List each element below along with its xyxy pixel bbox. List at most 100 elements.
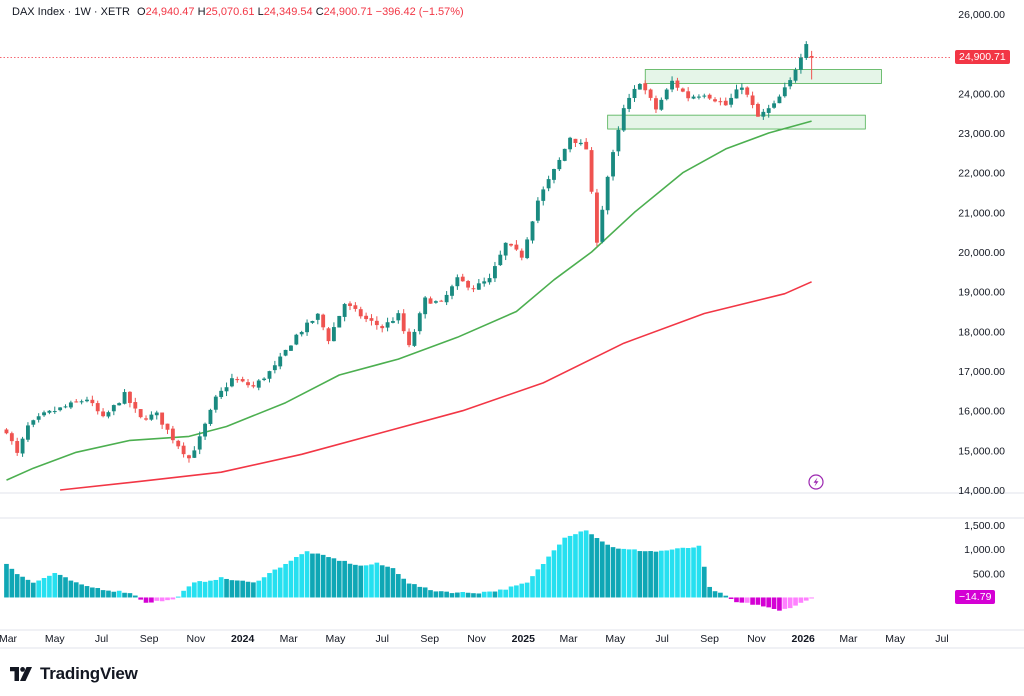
candle[interactable] — [455, 277, 460, 287]
support-resistance-zone[interactable] — [644, 69, 882, 84]
candle[interactable] — [240, 379, 245, 382]
candle[interactable] — [627, 97, 632, 109]
candle[interactable] — [718, 101, 723, 103]
candle[interactable] — [122, 392, 127, 404]
candle[interactable] — [777, 96, 782, 104]
candle[interactable] — [213, 396, 218, 410]
candle[interactable] — [348, 303, 352, 306]
candle[interactable] — [594, 192, 599, 243]
candle[interactable] — [192, 450, 197, 458]
candle[interactable] — [723, 100, 728, 106]
candle[interactable] — [745, 87, 750, 95]
candle[interactable] — [358, 309, 363, 317]
candle[interactable] — [503, 242, 508, 256]
short-moving-average-line[interactable] — [6, 120, 812, 481]
candle[interactable] — [224, 387, 229, 392]
candle[interactable] — [85, 399, 89, 402]
candle[interactable] — [47, 410, 52, 413]
candle[interactable] — [433, 301, 438, 303]
bolt-circle-icon[interactable] — [808, 474, 824, 490]
candle[interactable] — [283, 349, 288, 356]
candle[interactable] — [530, 221, 535, 241]
candle[interactable] — [170, 428, 175, 441]
candle[interactable] — [450, 286, 454, 296]
candle[interactable] — [616, 129, 621, 152]
candle[interactable] — [31, 420, 36, 425]
candle[interactable] — [482, 281, 487, 284]
candle[interactable] — [734, 89, 739, 99]
candle[interactable] — [262, 378, 267, 380]
candle[interactable] — [562, 148, 567, 161]
candle[interactable] — [26, 425, 30, 440]
candle[interactable] — [246, 382, 250, 386]
candle[interactable] — [509, 243, 513, 246]
candle[interactable] — [589, 150, 594, 192]
candle[interactable] — [310, 320, 315, 323]
candle[interactable] — [203, 423, 208, 437]
candle[interactable] — [713, 99, 717, 102]
candle[interactable] — [138, 409, 143, 418]
candle[interactable] — [353, 305, 358, 309]
candle[interactable] — [74, 401, 79, 403]
candle[interactable] — [498, 254, 503, 266]
candle[interactable] — [535, 200, 540, 221]
candle[interactable] — [79, 401, 84, 403]
candle[interactable] — [750, 95, 755, 106]
candle[interactable] — [659, 99, 664, 110]
candle[interactable] — [251, 385, 256, 387]
candle[interactable] — [600, 209, 605, 242]
candle[interactable] — [235, 379, 240, 381]
candle[interactable] — [621, 108, 626, 131]
candle[interactable] — [144, 418, 148, 420]
candle[interactable] — [680, 88, 685, 92]
candle[interactable] — [133, 402, 138, 409]
candle[interactable] — [519, 250, 524, 258]
candle[interactable] — [36, 416, 41, 420]
support-resistance-zone[interactable] — [607, 114, 866, 130]
candle[interactable] — [546, 179, 551, 189]
candle[interactable] — [331, 327, 336, 342]
candle[interactable] — [637, 83, 642, 90]
candle[interactable] — [648, 89, 653, 98]
oscillator-pane[interactable] — [4, 530, 814, 611]
candle[interactable] — [428, 298, 433, 304]
candle[interactable] — [396, 313, 401, 321]
candle[interactable] — [154, 412, 159, 416]
candle[interactable] — [219, 390, 224, 398]
candle[interactable] — [691, 96, 696, 99]
candle[interactable] — [568, 137, 573, 150]
candle[interactable] — [766, 108, 771, 113]
candle[interactable] — [160, 412, 165, 425]
candle[interactable] — [4, 429, 9, 434]
candle[interactable] — [476, 283, 481, 290]
candle[interactable] — [95, 403, 100, 412]
candle[interactable] — [514, 244, 519, 250]
candle[interactable] — [444, 294, 449, 303]
candle[interactable] — [471, 288, 476, 290]
candle[interactable] — [487, 278, 492, 283]
candle[interactable] — [654, 98, 658, 110]
candle[interactable] — [798, 57, 803, 70]
candle[interactable] — [686, 91, 691, 99]
candle[interactable] — [729, 97, 734, 105]
candle[interactable] — [557, 159, 562, 170]
candle[interactable] — [111, 405, 116, 412]
candle[interactable] — [670, 80, 675, 90]
candle[interactable] — [423, 297, 428, 315]
candle[interactable] — [101, 411, 106, 417]
candle[interactable] — [52, 411, 57, 413]
brand-logo[interactable]: TradingView — [10, 664, 138, 684]
candle[interactable] — [525, 239, 530, 259]
candle[interactable] — [573, 138, 578, 144]
candle[interactable] — [294, 334, 299, 345]
candle[interactable] — [675, 80, 680, 88]
candle[interactable] — [772, 103, 776, 108]
main-price-pane[interactable] — [0, 41, 950, 491]
candle[interactable] — [466, 281, 471, 288]
candle[interactable] — [702, 95, 707, 97]
candle[interactable] — [117, 403, 122, 406]
candle[interactable] — [42, 412, 46, 416]
long-moving-average-line[interactable] — [60, 281, 812, 491]
candle[interactable] — [401, 313, 406, 332]
